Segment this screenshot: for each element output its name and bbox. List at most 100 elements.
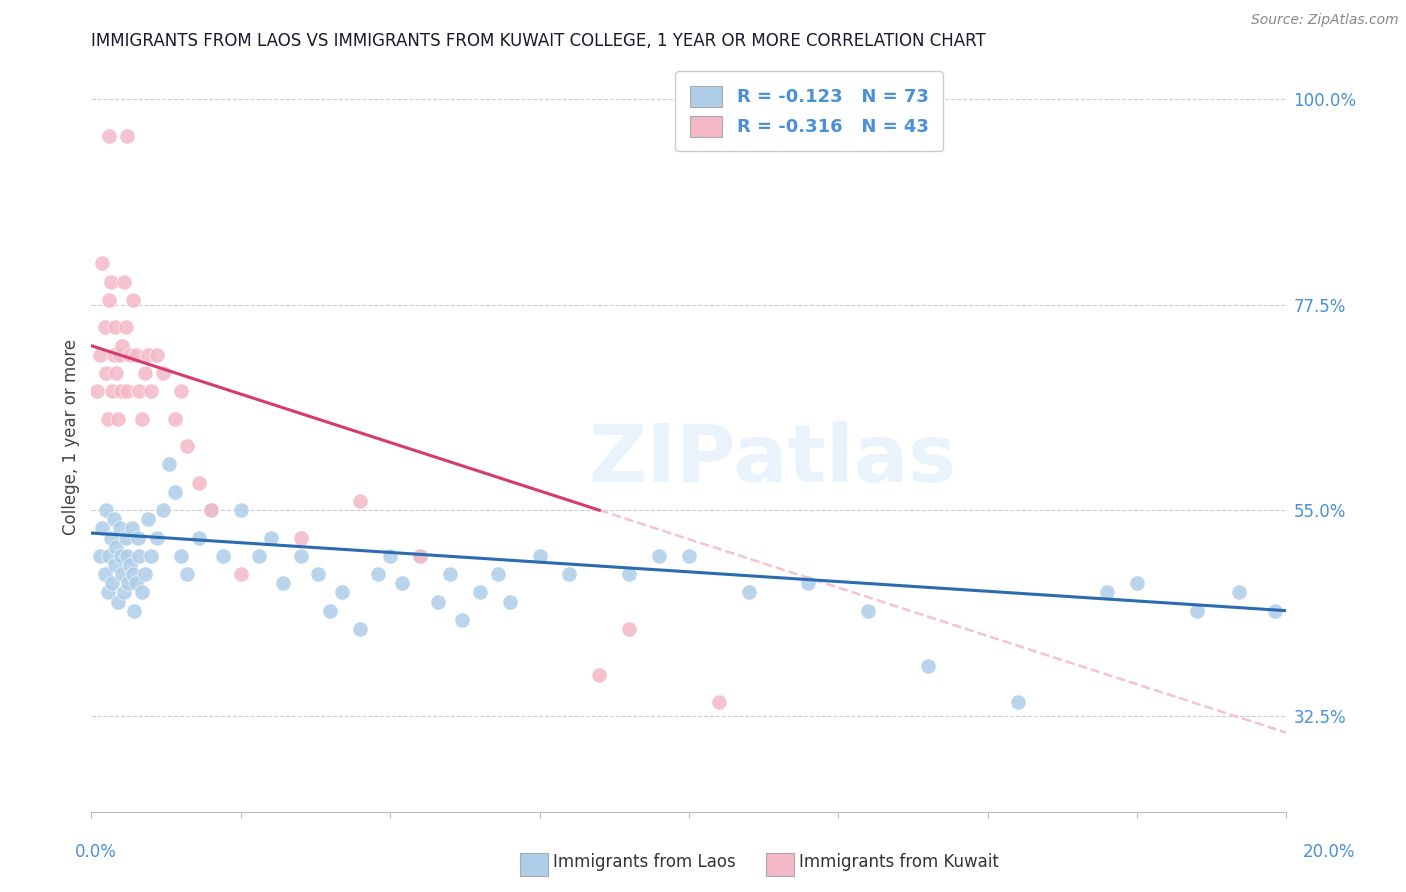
Point <box>163 484 186 499</box>
Point <box>391 576 413 591</box>
Point <box>141 549 162 563</box>
Point <box>103 512 125 526</box>
Point <box>619 622 641 636</box>
Point <box>122 567 145 582</box>
Point <box>136 348 159 362</box>
Point <box>110 549 132 563</box>
Text: 0.0%: 0.0% <box>75 843 117 861</box>
Point <box>97 585 120 599</box>
Point <box>146 348 169 362</box>
Point <box>134 366 156 380</box>
Point <box>1126 576 1149 591</box>
Point <box>1007 695 1029 709</box>
Point <box>89 348 111 362</box>
Point <box>96 503 118 517</box>
Point <box>96 366 118 380</box>
Point <box>127 531 149 545</box>
Point <box>89 549 111 563</box>
Y-axis label: College, 1 year or more: College, 1 year or more <box>62 339 80 535</box>
Point <box>101 384 124 399</box>
Point <box>450 613 472 627</box>
Point <box>112 275 135 289</box>
Point <box>200 503 222 517</box>
Point <box>107 412 129 426</box>
Point <box>588 667 610 681</box>
Point <box>117 576 139 591</box>
Point <box>101 576 124 591</box>
Point <box>307 567 329 582</box>
Point <box>229 503 252 517</box>
Point <box>111 339 134 353</box>
Point <box>170 549 193 563</box>
Point <box>486 567 509 582</box>
Point <box>104 558 127 572</box>
Point <box>1227 585 1250 599</box>
Text: Immigrants from Laos: Immigrants from Laos <box>553 853 735 871</box>
Point <box>468 585 491 599</box>
Point <box>122 293 145 307</box>
Point <box>349 622 371 636</box>
Point <box>1097 585 1119 599</box>
Text: Immigrants from Kuwait: Immigrants from Kuwait <box>799 853 998 871</box>
Point <box>1185 604 1208 618</box>
Point <box>498 594 520 608</box>
Point <box>124 604 146 618</box>
Point <box>349 494 371 508</box>
Point <box>115 128 138 143</box>
Point <box>439 567 461 582</box>
Point <box>107 594 129 608</box>
Point <box>367 567 389 582</box>
Point <box>737 585 759 599</box>
Point <box>529 549 551 563</box>
Point <box>93 567 115 582</box>
Point <box>115 384 138 399</box>
Point <box>170 384 193 399</box>
Point <box>104 320 127 334</box>
Point <box>176 439 198 453</box>
Point <box>211 549 233 563</box>
Point <box>105 540 128 554</box>
Point <box>409 549 432 563</box>
Point <box>100 275 122 289</box>
Point <box>200 503 222 517</box>
Point <box>176 567 198 582</box>
Point <box>797 576 820 591</box>
Point <box>917 658 939 673</box>
Legend: R = -0.123   N = 73, R = -0.316   N = 43: R = -0.123 N = 73, R = -0.316 N = 43 <box>675 71 943 151</box>
Point <box>115 549 138 563</box>
Point <box>188 531 211 545</box>
Point <box>856 604 880 618</box>
Point <box>108 348 131 362</box>
Point <box>290 531 312 545</box>
Point <box>105 366 128 380</box>
Point <box>648 549 671 563</box>
Point <box>108 521 131 535</box>
Text: Source: ZipAtlas.com: Source: ZipAtlas.com <box>1251 13 1399 28</box>
Point <box>229 567 252 582</box>
Point <box>125 348 148 362</box>
Point <box>152 503 174 517</box>
Point <box>247 549 270 563</box>
Point <box>128 384 150 399</box>
Point <box>120 558 142 572</box>
Point <box>271 576 294 591</box>
Point <box>136 512 159 526</box>
Point <box>131 585 153 599</box>
Point <box>128 549 150 563</box>
Point <box>120 348 142 362</box>
Text: IMMIGRANTS FROM LAOS VS IMMIGRANTS FROM KUWAIT COLLEGE, 1 YEAR OR MORE CORRELATI: IMMIGRANTS FROM LAOS VS IMMIGRANTS FROM … <box>91 32 986 50</box>
Point <box>146 531 169 545</box>
Point <box>157 458 180 472</box>
Point <box>141 384 162 399</box>
Point <box>707 695 730 709</box>
Text: ZIPatlas: ZIPatlas <box>589 420 956 499</box>
Point <box>97 412 120 426</box>
Point <box>332 585 354 599</box>
Point <box>121 521 143 535</box>
Text: 20.0%: 20.0% <box>1302 843 1355 861</box>
Point <box>98 293 121 307</box>
Point <box>1264 604 1286 618</box>
Point <box>115 320 138 334</box>
Point <box>558 567 581 582</box>
Point <box>100 531 122 545</box>
